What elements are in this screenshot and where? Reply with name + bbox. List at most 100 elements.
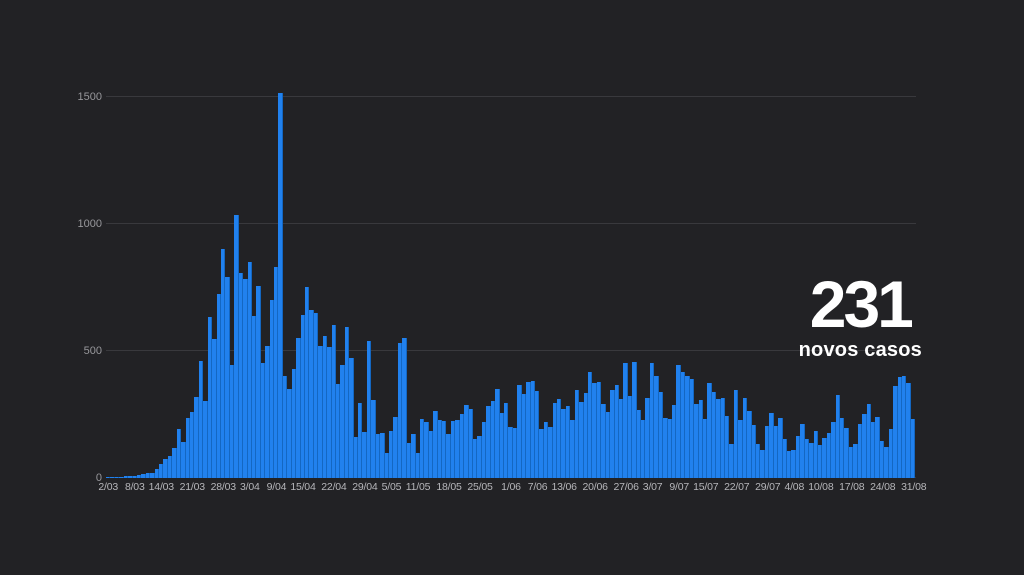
- bar: [667, 419, 672, 478]
- bar: [866, 404, 871, 478]
- bar: [136, 475, 142, 478]
- bar: [212, 339, 217, 478]
- bar: [725, 416, 730, 478]
- bar: [627, 396, 633, 478]
- bar: [446, 434, 451, 478]
- x-tick-label: 14/03: [148, 481, 174, 493]
- bar: [605, 412, 611, 478]
- bar: [601, 404, 606, 478]
- bar: [114, 477, 120, 478]
- gridline: [106, 223, 916, 224]
- bar: [340, 365, 345, 478]
- bar: [128, 476, 133, 478]
- bar: [813, 431, 818, 478]
- bar: [216, 294, 221, 478]
- x-tick-label: 27/06: [613, 481, 639, 493]
- bar: [729, 444, 734, 478]
- bar: [172, 448, 177, 478]
- bar: [888, 429, 894, 478]
- bar: [645, 398, 650, 478]
- bar: [534, 391, 540, 478]
- bar: [304, 287, 310, 478]
- bar: [672, 405, 677, 478]
- y-tick-label: 1500: [77, 91, 102, 103]
- bar: [225, 277, 230, 478]
- bar: [901, 376, 907, 478]
- bar: [733, 390, 739, 478]
- bar: [194, 397, 199, 478]
- bar: [358, 403, 363, 478]
- bar: [185, 418, 191, 478]
- x-tick-label: 15/04: [290, 481, 316, 493]
- bar: [481, 422, 487, 478]
- x-tick-label: 28/03: [210, 481, 236, 493]
- bar: [751, 425, 757, 478]
- x-tick-label: 9/07: [669, 481, 690, 493]
- bar: [778, 418, 783, 478]
- bar: [313, 313, 319, 478]
- bar: [428, 431, 434, 478]
- bar: [159, 464, 164, 478]
- bar: [384, 453, 389, 478]
- x-tick-label: 25/05: [467, 481, 493, 493]
- bar: [570, 420, 575, 478]
- bar: [711, 392, 717, 478]
- bar: [349, 358, 354, 478]
- bar: [840, 418, 845, 478]
- bar: [154, 469, 160, 478]
- bar: [300, 315, 305, 478]
- bar: [229, 365, 235, 478]
- bar: [557, 399, 562, 478]
- bar: [433, 411, 438, 478]
- bar: [415, 453, 420, 478]
- x-tick-label: 5/05: [381, 481, 402, 493]
- bar: [756, 444, 761, 478]
- bar: [910, 419, 916, 478]
- bar: [508, 427, 513, 478]
- x-tick-label: 17/08: [839, 481, 865, 493]
- bar: [464, 405, 469, 478]
- x-tick-label: 20/06: [582, 481, 608, 493]
- bar: [220, 249, 226, 478]
- bar: [282, 376, 288, 478]
- bar: [371, 400, 376, 478]
- bar: [685, 376, 690, 478]
- bar: [380, 433, 385, 478]
- bar: [579, 402, 584, 478]
- bar: [203, 401, 208, 478]
- bar: [176, 429, 182, 478]
- x-tick-label: 21/03: [179, 481, 205, 493]
- bar: [503, 403, 509, 478]
- gridline: [106, 350, 916, 351]
- bar: [406, 443, 412, 478]
- bar: [411, 434, 416, 478]
- x-tick-label: 9/04: [266, 481, 287, 493]
- bar: [800, 424, 805, 478]
- bar: [694, 404, 699, 478]
- bar: [614, 385, 619, 478]
- bar: [238, 273, 244, 478]
- x-tick-label: 10/08: [808, 481, 834, 493]
- bar: [689, 379, 695, 478]
- bar: [468, 409, 474, 478]
- bar: [583, 393, 588, 478]
- bar: [835, 395, 841, 478]
- bar: [565, 406, 571, 478]
- bar: [167, 456, 173, 478]
- bar: [181, 442, 186, 478]
- bar: [641, 420, 646, 478]
- bar: [309, 310, 314, 478]
- bar: [150, 473, 155, 478]
- bar: [335, 384, 341, 478]
- bar: [265, 346, 270, 478]
- x-tick-label: 3/07: [642, 481, 663, 493]
- bar: [663, 418, 668, 478]
- bar: [720, 398, 726, 478]
- bar: [247, 262, 252, 478]
- bar: [786, 451, 792, 478]
- x-tick-label: 31/08: [901, 481, 927, 493]
- x-tick-label: 24/08: [870, 481, 896, 493]
- bar: [676, 365, 681, 478]
- bar: [256, 286, 261, 478]
- bar: [738, 420, 743, 478]
